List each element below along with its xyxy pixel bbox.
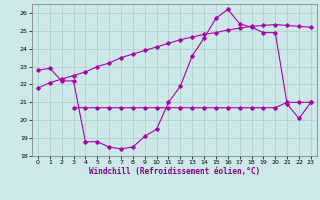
X-axis label: Windchill (Refroidissement éolien,°C): Windchill (Refroidissement éolien,°C) [89, 167, 260, 176]
